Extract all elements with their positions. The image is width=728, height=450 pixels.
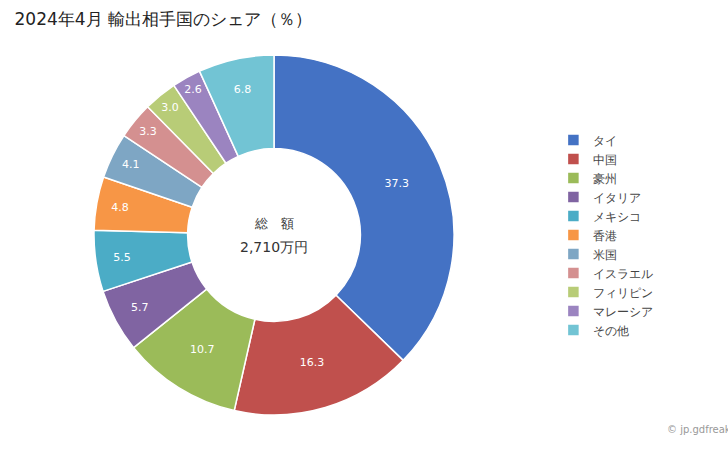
svg-text:イタリア: イタリア [593,191,641,205]
svg-text:2024年4月 輸出相手国のシェア（％）: 2024年4月 輸出相手国のシェア（％） [15,9,312,29]
svg-text:3.3: 3.3 [139,125,157,138]
svg-text:4.8: 4.8 [111,201,129,214]
svg-text:イスラエル: イスラエル [593,267,653,281]
svg-text:その他: その他 [593,324,629,338]
svg-text:6.8: 6.8 [234,83,252,96]
svg-text:マレーシア: マレーシア [593,305,653,319]
svg-text:米国: 米国 [593,248,617,262]
svg-text:2.6: 2.6 [184,83,202,96]
svg-text:フィリピン: フィリピン [593,286,653,300]
svg-text:16.3: 16.3 [300,356,325,369]
svg-text:4.1: 4.1 [122,158,140,171]
svg-text:10.7: 10.7 [190,343,215,356]
svg-text:2,710万円: 2,710万円 [240,239,308,255]
svg-text:5.7: 5.7 [131,301,149,314]
svg-text:タイ: タイ [593,134,617,148]
svg-text:総 額: 総 額 [254,216,294,231]
svg-text:中国: 中国 [593,153,617,167]
svg-text:豪州: 豪州 [593,172,617,186]
svg-text:37.3: 37.3 [384,177,409,190]
svg-text:© jp.gdfreak.com: © jp.gdfreak.com [667,424,728,435]
svg-text:3.0: 3.0 [161,101,179,114]
svg-text:メキシコ: メキシコ [593,210,641,224]
svg-text:5.5: 5.5 [113,251,131,264]
svg-text:香港: 香港 [593,229,617,243]
